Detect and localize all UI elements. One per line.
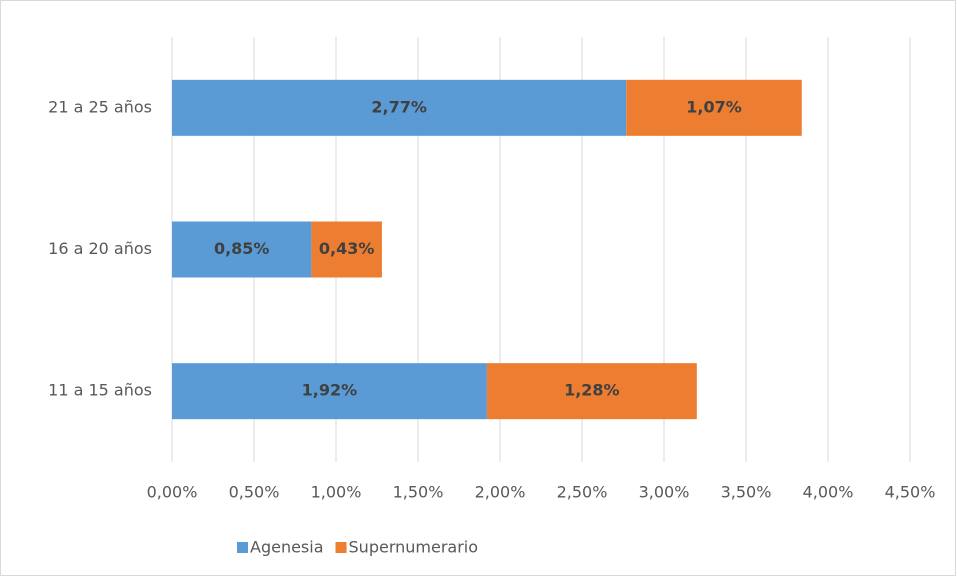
bar: [486, 363, 697, 420]
bar: [172, 363, 487, 420]
y-tick-label: 21 a 25 años: [48, 97, 152, 116]
x-tick-label: 3,50%: [721, 483, 772, 502]
bar: [311, 221, 382, 278]
value-label: 2,77%: [371, 97, 427, 116]
legend-swatch: [335, 542, 347, 553]
value-label: 1,28%: [564, 381, 620, 400]
x-tick-label: 2,50%: [557, 483, 608, 502]
x-tick-label: 2,00%: [475, 483, 526, 502]
x-tick-label: 4,50%: [885, 483, 936, 502]
x-tick-label: 1,50%: [393, 483, 444, 502]
value-label: 1,07%: [686, 97, 742, 116]
x-tick-label: 0,50%: [229, 483, 280, 502]
value-label: 1,92%: [302, 381, 358, 400]
legend-swatch: [237, 542, 248, 553]
legend-label: Agenesia: [250, 538, 324, 557]
x-tick-label: 4,00%: [803, 483, 854, 502]
x-tick-label: 1,00%: [311, 483, 362, 502]
y-tick-label: 11 a 15 años: [48, 381, 152, 400]
bar: [172, 79, 627, 136]
legend-label: Supernumerario: [349, 538, 479, 557]
x-tick-label: 3,00%: [639, 483, 690, 502]
value-label: 0,43%: [319, 239, 375, 258]
bar: [172, 221, 312, 278]
x-tick-label: 0,00%: [147, 483, 198, 502]
value-label: 0,85%: [214, 239, 270, 258]
bar: [626, 79, 802, 136]
y-tick-label: 16 a 20 años: [48, 239, 152, 258]
